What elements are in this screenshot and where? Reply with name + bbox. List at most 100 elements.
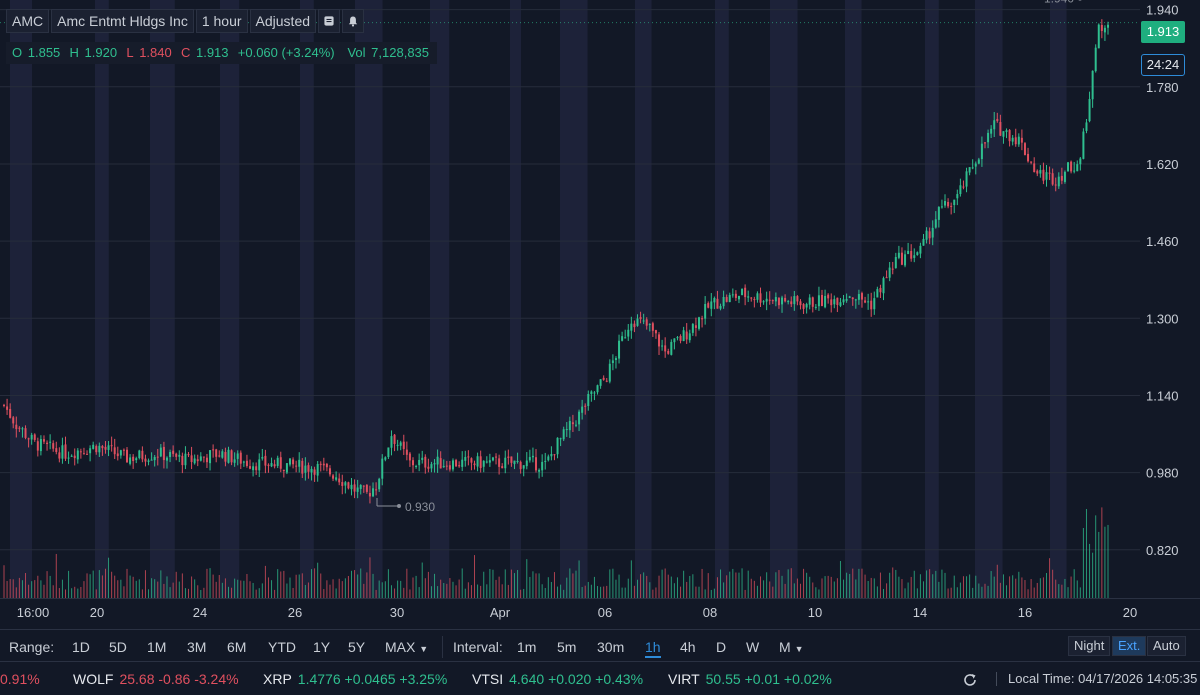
volume-bar: [498, 576, 500, 598]
candle-body: [33, 434, 36, 440]
volume-bar: [249, 581, 251, 598]
volume-bar: [926, 570, 928, 598]
volume-bar: [108, 557, 110, 598]
notes-icon[interactable]: [318, 9, 341, 33]
refresh-icon[interactable]: [962, 663, 978, 695]
volume-bar: [892, 567, 894, 598]
candle-body: [372, 488, 375, 497]
range-max[interactable]: MAX ▼: [385, 638, 428, 658]
ticker-item[interactable]: XRP 1.4776 +0.0465 +3.25%: [263, 663, 447, 695]
volume-bar: [65, 589, 67, 598]
volume-bar: [381, 582, 383, 598]
volume-bar: [1055, 579, 1057, 598]
candle-body: [824, 295, 827, 308]
candle-body: [1036, 170, 1039, 174]
range-5y[interactable]: 5Y: [348, 639, 366, 655]
ticker-item[interactable]: WOLF 25.68 -0.86 -3.24%: [73, 663, 239, 695]
interval-d[interactable]: D: [716, 639, 727, 655]
candle-body: [501, 466, 504, 469]
candle-body: [119, 450, 122, 456]
volume-bar: [163, 583, 165, 598]
candle-body: [1030, 161, 1033, 163]
volume-bar: [1082, 527, 1084, 598]
interval-4h[interactable]: 4h: [680, 639, 696, 655]
volume-bar: [569, 568, 571, 598]
range-6m[interactable]: 6M: [227, 639, 247, 655]
interval-30m[interactable]: 30m: [597, 639, 625, 655]
candle-body: [513, 460, 516, 465]
interval-m-label: M: [779, 639, 791, 655]
range-3m[interactable]: 3M: [187, 639, 207, 655]
volume-bar: [990, 571, 992, 598]
volume-bar: [520, 589, 522, 598]
candle-body: [605, 380, 608, 382]
range-ytd[interactable]: YTD: [268, 639, 296, 655]
chart-area[interactable]: 0.820 0.980 1.140 1.300 1.460 1.620 1.780 1.940…: [0, 0, 1200, 628]
volume-bar: [212, 574, 214, 598]
night-mode-button[interactable]: Night: [1068, 636, 1111, 656]
bell-icon[interactable]: [342, 9, 365, 33]
volume-bar: [910, 576, 912, 598]
candle-body: [458, 465, 461, 467]
interval-1m[interactable]: 1m: [517, 639, 537, 655]
candle-body: [870, 300, 873, 310]
ticker-item[interactable]: 0.91%: [0, 663, 40, 695]
candle-body: [39, 439, 42, 452]
candle-body: [781, 297, 784, 305]
volume-bar: [172, 582, 174, 598]
volume-bar: [541, 584, 543, 598]
candle-body: [181, 455, 184, 466]
range-1m[interactable]: 1M: [147, 639, 167, 655]
candle-body: [359, 484, 362, 489]
interval-1h[interactable]: 1h: [645, 638, 661, 658]
auto-scale-button[interactable]: Auto: [1147, 636, 1186, 656]
adjusted-label[interactable]: Adjusted: [249, 9, 317, 33]
ticker-item[interactable]: VTSI 4.640 +0.020 +0.43%: [472, 663, 643, 695]
interval-m[interactable]: M ▼: [779, 638, 803, 658]
candle-body: [888, 267, 891, 278]
candle-body: [697, 317, 700, 329]
y-tick-label: 1.940: [1146, 3, 1179, 18]
range-1d[interactable]: 1D: [72, 639, 90, 655]
interval-w[interactable]: W: [746, 639, 760, 655]
volume-bar: [200, 589, 202, 598]
volume-bar: [1009, 576, 1011, 598]
volume-bar: [504, 569, 506, 598]
interval-label[interactable]: 1 hour: [195, 9, 248, 33]
volume-bar: [753, 580, 755, 598]
candle-body: [787, 301, 790, 303]
candle-body: [488, 460, 491, 463]
volume-bar: [698, 586, 700, 598]
candle-body: [1014, 137, 1017, 145]
ticker-item[interactable]: VIRT 50.55 +0.01 +0.02%: [668, 663, 832, 695]
volume-bar: [676, 577, 678, 598]
volume-bar: [258, 588, 260, 598]
price-chart[interactable]: 0.820 0.980 1.140 1.300 1.460 1.620 1.780 1.940…: [0, 0, 1200, 628]
candle-body: [559, 438, 562, 440]
volume-bar: [532, 571, 534, 598]
volume-label: Vol: [347, 45, 366, 60]
candle-body: [596, 385, 599, 393]
candle-body: [525, 460, 528, 467]
candle-body: [242, 461, 245, 463]
candle-body: [368, 493, 371, 497]
candle-body: [415, 465, 418, 467]
volume-bar: [483, 571, 485, 598]
range-5d[interactable]: 5D: [109, 639, 127, 655]
session-band: [150, 0, 175, 598]
session-band: [715, 0, 729, 598]
candle-body: [565, 429, 568, 431]
volume-bar: [104, 568, 106, 598]
extended-hours-button[interactable]: Ext.: [1112, 636, 1147, 656]
candle-body: [541, 461, 544, 471]
volume-bar: [58, 588, 60, 598]
candle-body: [590, 391, 593, 394]
range-1y[interactable]: 1Y: [313, 639, 331, 655]
candle-body: [212, 449, 215, 451]
session-band: [220, 0, 240, 598]
candle-body: [76, 450, 79, 460]
symbol-label[interactable]: AMC: [6, 9, 50, 33]
interval-5m[interactable]: 5m: [557, 639, 577, 655]
candle-body: [156, 456, 159, 458]
volume-bar: [467, 582, 469, 598]
